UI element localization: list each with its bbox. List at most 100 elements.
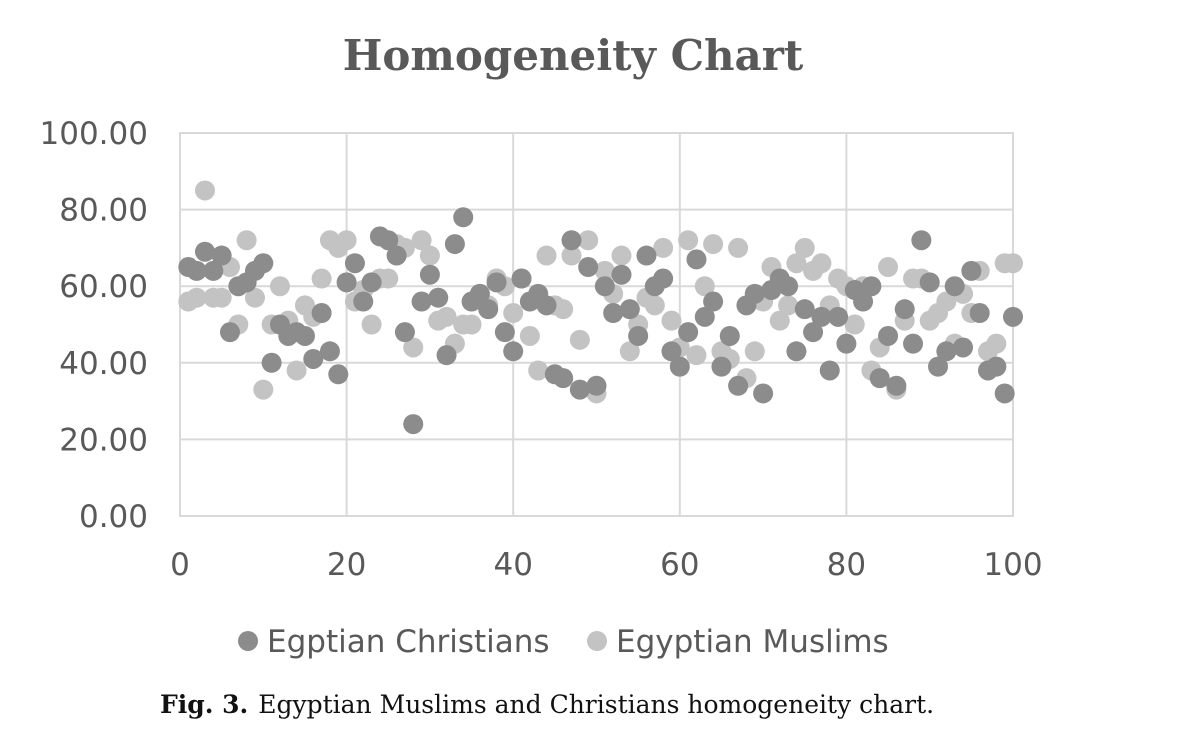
- data-point-series-1: [561, 245, 582, 266]
- x-tick-label: 20: [327, 547, 366, 583]
- data-point-series-0: [894, 299, 915, 320]
- points-layer: [178, 180, 1023, 435]
- data-point-series-0: [953, 337, 974, 358]
- data-point-series-0: [928, 356, 949, 377]
- data-point-series-1: [311, 268, 332, 289]
- data-point-series-0: [811, 306, 832, 327]
- data-point-series-1: [811, 253, 832, 274]
- data-point-series-0: [336, 272, 357, 293]
- data-point-series-0: [911, 230, 932, 251]
- data-point-series-0: [819, 360, 840, 381]
- data-point-series-1: [553, 299, 574, 320]
- data-point-series-0: [353, 291, 374, 312]
- data-point-series-0: [719, 325, 740, 346]
- data-point-series-0: [436, 345, 457, 366]
- data-point-series-1: [703, 234, 724, 255]
- figure-caption: Fig. 3. Egyptian Muslims and Christians h…: [160, 690, 934, 719]
- data-point-series-0: [603, 303, 624, 324]
- data-point-series-1: [844, 314, 865, 335]
- data-point-series-1: [536, 245, 557, 266]
- data-point-series-0: [378, 230, 399, 251]
- y-tick-label: 60.00: [59, 269, 148, 305]
- data-point-series-1: [644, 295, 665, 316]
- data-point-series-1: [653, 237, 674, 258]
- data-point-series-0: [261, 352, 282, 373]
- data-point-series-0: [594, 276, 615, 297]
- data-point-series-0: [986, 356, 1007, 377]
- legend-marker-0: [238, 631, 258, 651]
- data-point-series-0: [444, 234, 465, 255]
- legend-label-0: Egptian Christians: [267, 624, 550, 660]
- data-point-series-1: [211, 287, 232, 308]
- plot-area-border: [179, 132, 1014, 517]
- y-tick-label: 40.00: [59, 346, 148, 382]
- data-point-series-0: [361, 272, 382, 293]
- data-point-series-0: [386, 245, 407, 266]
- data-point-series-0: [586, 375, 607, 396]
- data-point-series-1: [528, 360, 549, 381]
- axis-layer: 0.00 20.00 40.00 60.00 80.00 100.00 0 20 40 60 80 1…: [40, 116, 1043, 583]
- data-point-series-0: [486, 272, 507, 293]
- data-point-series-0: [919, 272, 940, 293]
- data-point-series-0: [803, 322, 824, 343]
- data-point-series-0: [403, 414, 424, 435]
- data-point-series-0: [836, 333, 857, 354]
- data-point-series-0: [453, 207, 474, 228]
- data-point-series-1: [503, 303, 524, 324]
- data-point-series-0: [503, 341, 524, 362]
- data-point-series-0: [703, 291, 724, 312]
- figure-caption-text: Egyptian Muslims and Christians homogene…: [258, 690, 935, 719]
- y-tick-label: 20.00: [59, 422, 148, 458]
- data-point-series-1: [728, 237, 749, 258]
- data-point-series-1: [778, 295, 799, 316]
- data-point-series-0: [428, 287, 449, 308]
- data-point-series-1: [378, 268, 399, 289]
- data-point-series-0: [478, 299, 499, 320]
- data-point-series-1: [186, 287, 207, 308]
- legend-marker-1: [587, 631, 607, 651]
- data-point-series-0: [344, 253, 365, 274]
- data-point-series-1: [611, 245, 632, 266]
- data-point-series-0: [778, 276, 799, 297]
- data-point-series-0: [694, 306, 715, 327]
- data-point-series-1: [694, 276, 715, 297]
- data-point-series-0: [969, 303, 990, 324]
- data-point-series-1: [419, 245, 440, 266]
- data-point-series-1: [986, 333, 1007, 354]
- data-point-series-0: [903, 333, 924, 354]
- data-point-series-0: [319, 341, 340, 362]
- data-point-series-1: [936, 291, 957, 312]
- data-point-series-0: [494, 322, 515, 343]
- y-tick-label: 0.00: [79, 499, 148, 535]
- data-point-series-0: [619, 299, 640, 320]
- legend-label-1: Egyptian Muslims: [616, 624, 889, 660]
- data-point-series-1: [794, 237, 815, 258]
- data-point-series-1: [661, 310, 682, 331]
- data-point-series-0: [828, 306, 849, 327]
- data-point-series-0: [653, 268, 674, 289]
- data-point-series-0: [853, 291, 874, 312]
- data-point-series-0: [1003, 306, 1023, 327]
- data-point-series-0: [669, 356, 690, 377]
- x-tick-label: 80: [827, 547, 866, 583]
- data-point-series-0: [611, 264, 632, 285]
- data-point-series-0: [578, 257, 599, 278]
- data-point-series-1: [786, 253, 807, 274]
- data-point-series-0: [328, 364, 349, 385]
- data-point-series-1: [253, 379, 274, 400]
- data-point-series-0: [886, 375, 907, 396]
- data-point-series-0: [961, 260, 982, 281]
- data-point-series-0: [628, 325, 649, 346]
- data-point-series-0: [203, 260, 224, 281]
- data-point-series-1: [569, 329, 590, 350]
- data-point-series-1: [1003, 253, 1023, 274]
- legend: Egptian Christians Egyptian Muslims: [238, 624, 889, 660]
- data-point-series-0: [394, 322, 415, 343]
- y-tick-label: 100.00: [40, 116, 148, 152]
- data-point-series-0: [253, 253, 274, 274]
- homogeneity-scatter-chart: Homogeneity Chart 0.00 20.00 40.00 60.00 80.…: [40, 31, 1043, 660]
- data-point-series-0: [636, 245, 657, 266]
- data-point-series-1: [678, 230, 699, 251]
- data-point-series-1: [686, 345, 707, 366]
- data-point-series-0: [661, 341, 682, 362]
